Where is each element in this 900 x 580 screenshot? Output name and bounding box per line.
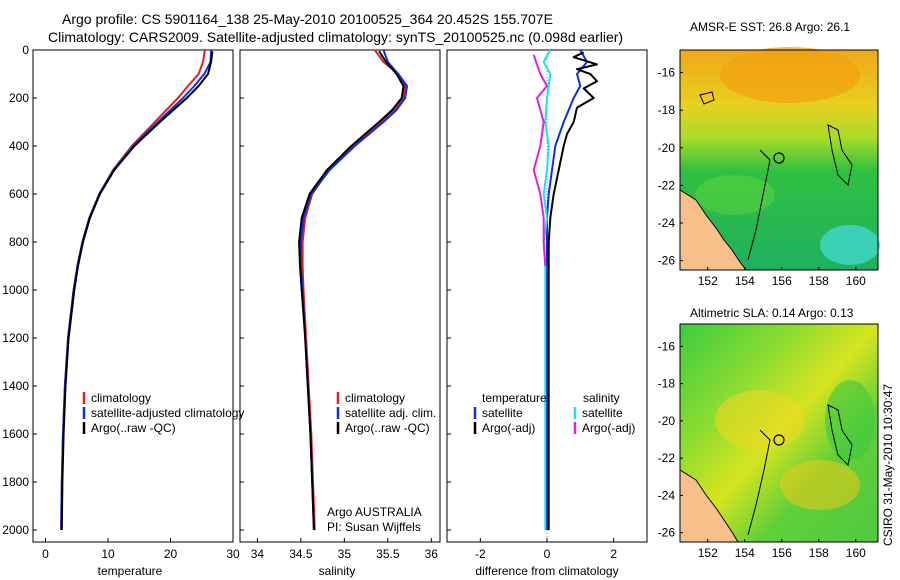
axis-ticks: 0 10 20 30020040060080010001200140016001800… <box>2 43 617 561</box>
sla-reef-contours <box>747 429 771 536</box>
salinity-axes <box>239 49 441 543</box>
pi-annotation: PI: Susan Wijffels <box>327 520 421 534</box>
sst_map-lon-label: 158 <box>809 274 829 288</box>
temperature-xtick-label: 30 <box>226 547 240 561</box>
temperature-axes <box>32 49 234 543</box>
sst_map-lat-label: -18 <box>658 103 676 117</box>
sla-frame <box>679 323 879 543</box>
figure-title-line-2: Climatology: CARS2009. Satellite-adjuste… <box>48 29 624 45</box>
sst-frame <box>679 49 879 271</box>
sla-high-patch <box>715 390 805 450</box>
legend-label-climatology: climatology <box>91 391 151 405</box>
legend-label-sal-satellite: satellite adj. clim. <box>345 406 436 420</box>
sst-reef-contours <box>699 91 771 261</box>
legend-header-salinity: salinity <box>583 391 620 405</box>
sla-map-title: Altimetric SLA: 0.14 Argo: 0.13 <box>690 306 854 320</box>
salinity-xtick-label: 34.5 <box>289 547 313 561</box>
sla_map-lat-label: -20 <box>658 414 676 428</box>
salinity-xtick-label: 34 <box>251 547 265 561</box>
sla_map-lat-label: -16 <box>658 339 676 353</box>
sla-argo-marker <box>773 434 785 446</box>
sst-plateau-contour <box>827 124 853 187</box>
sla_map-lon-label: 158 <box>809 546 829 560</box>
legend-label-temp-satellite: satellite <box>482 406 523 420</box>
depth-tick-label: 800 <box>9 235 29 249</box>
profile-lines <box>60 49 598 531</box>
sst-warm-patch <box>720 47 860 103</box>
difference-series-salinity-satellite <box>542 49 552 530</box>
depth-tick-label: 0 <box>22 43 29 57</box>
figure-title-line-1: Argo profile: CS 5901164_138 25-May-2010… <box>62 11 553 27</box>
map-axis-labels: 152 154 156 158 160 -16 -18 -20 -22 -24 -26 152 154 1… <box>658 66 866 560</box>
sla_map-lon-label: 156 <box>772 546 792 560</box>
sst-map <box>679 47 880 271</box>
depth-tick-label: 200 <box>9 91 29 105</box>
sla_map-lat-label: -22 <box>658 451 676 465</box>
depth-tick-label: 1000 <box>2 283 29 297</box>
legend-label-sal-climatology: climatology <box>345 391 405 405</box>
sst_map-lat-label: -20 <box>658 141 676 155</box>
legend-label-temp-argo: Argo(-adj) <box>482 421 535 435</box>
temperature-series-argo-raw-qc- <box>60 51 214 531</box>
sla-plateau-contour <box>827 404 853 467</box>
legend-label-argo: Argo(..raw -QC) <box>91 421 176 435</box>
depth-tick-label: 1400 <box>2 379 29 393</box>
difference-xtick-label: 2 <box>610 547 617 561</box>
depth-tick-label: 2000 <box>2 523 29 537</box>
sla_map-lon-label: 160 <box>846 546 866 560</box>
difference-series-salinity-argo-adj- <box>532 54 548 267</box>
salinity-xtick-label: 35.5 <box>376 547 400 561</box>
sst_map-lat-label: -26 <box>658 254 676 268</box>
legend-label-sal-argo-diff: Argo(-adj) <box>582 421 635 435</box>
salinity-xtick-label: 35 <box>338 547 352 561</box>
sst-mid-patch <box>695 175 775 215</box>
institution-annotation: Argo AUSTRALIA <box>327 505 422 519</box>
sst_map-lon-label: 156 <box>772 274 792 288</box>
salinity-series-argo-raw-qc- <box>298 50 405 531</box>
sla-high-patch-2 <box>780 460 860 510</box>
temperature-xlabel: temperature <box>98 564 163 578</box>
difference-series-temperature-satellite <box>546 49 588 530</box>
depth-tick-label: 1800 <box>2 475 29 489</box>
legend-label-sal-sat-diff: satellite <box>582 406 623 420</box>
salinity-xtick-label: 36 <box>425 547 439 561</box>
sst_map-lon-label: 152 <box>698 274 718 288</box>
difference-series-temperature-argo-adj- <box>547 51 598 530</box>
sla_map-lat-label: -24 <box>658 488 676 502</box>
sst_map-lat-label: -24 <box>658 216 676 230</box>
depth-tick-label: 1200 <box>2 331 29 345</box>
salinity-xlabel: salinity <box>319 564 356 578</box>
temperature-xtick-label: 0 <box>42 547 49 561</box>
legend-label-satellite-adjusted: satellite-adjusted climatology <box>91 406 244 420</box>
sst_map-lon-label: 160 <box>846 274 866 288</box>
difference-xlabel: difference from climatology <box>475 564 618 578</box>
depth-tick-label: 1600 <box>2 427 29 441</box>
depth-tick-label: 600 <box>9 187 29 201</box>
sla_map-lon-label: 152 <box>698 546 718 560</box>
sla_map-lat-label: -26 <box>658 526 676 540</box>
sla_map-lat-label: -18 <box>658 377 676 391</box>
sst_map-lon-label: 154 <box>735 274 755 288</box>
sst-argo-marker <box>773 152 785 164</box>
sst-cool-patch <box>820 225 880 265</box>
legend-header-temperature: temperature <box>482 391 547 405</box>
sst-map-title: AMSR-E SST: 26.8 Argo: 26.1 <box>690 20 851 34</box>
sla-map <box>679 323 879 543</box>
legend-label-sal-argo: Argo(..raw -QC) <box>345 421 430 435</box>
difference-xtick-label: -2 <box>475 547 486 561</box>
temperature-xtick-label: 10 <box>101 547 115 561</box>
depth-tick-label: 400 <box>9 139 29 153</box>
sst_map-lat-label: -16 <box>658 66 676 80</box>
sst_map-lat-label: -22 <box>658 178 676 192</box>
difference-xtick-label: 0 <box>544 547 551 561</box>
sla-low-patch <box>825 380 875 460</box>
sla_map-lon-label: 154 <box>735 546 755 560</box>
temperature-xtick-label: 20 <box>164 547 178 561</box>
